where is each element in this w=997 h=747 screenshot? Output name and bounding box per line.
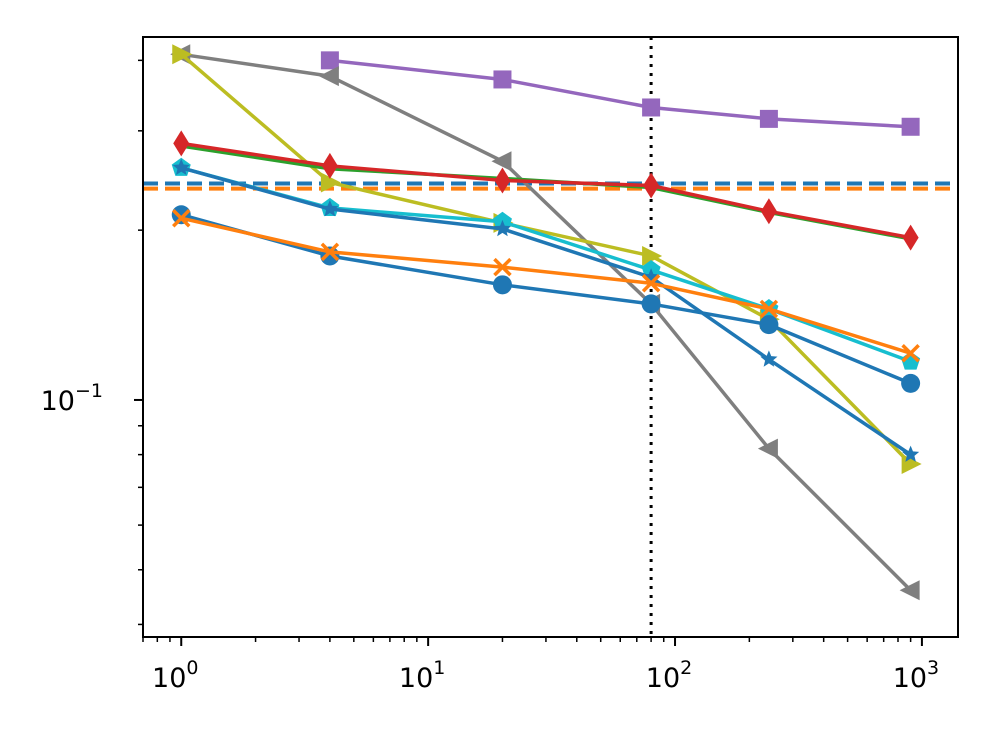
olive-right-triangle-line <box>180 52 912 466</box>
series-purple-square <box>320 51 920 136</box>
gray-left-triangle-point-5 <box>757 438 778 459</box>
red-diamond-point-1 <box>173 130 190 157</box>
x-tick-label-4: 103 <box>893 657 939 694</box>
purple-square-point-2 <box>493 70 512 89</box>
blue-circle-line <box>180 213 912 386</box>
blue-star-point-5 <box>760 350 778 367</box>
gray-left-triangle-line <box>180 52 912 592</box>
orange-x-point-1 <box>172 208 191 228</box>
x-tick-label-1: 100 <box>152 657 198 694</box>
purple-square-point-4 <box>759 109 778 128</box>
olive-right-triangle-point-4 <box>642 245 663 266</box>
red-diamond-point-2 <box>321 152 338 179</box>
red-diamond-point-5 <box>760 198 777 225</box>
x-tick-exponent-4: 3 <box>927 657 939 679</box>
red-diamond-line <box>180 141 911 240</box>
purple-square-point-1 <box>320 51 339 70</box>
plot-frame <box>142 36 959 638</box>
purple-square-point-5 <box>901 117 920 136</box>
purple-square-point-3 <box>642 98 661 117</box>
gray-left-triangle-point-3 <box>491 151 512 172</box>
orange-x-point-3 <box>493 257 512 277</box>
blue-star-point-2 <box>321 200 339 217</box>
blue-star-point-6 <box>902 445 920 462</box>
blue-star-point-3 <box>493 219 512 237</box>
series-olive-right-triangle <box>172 44 922 474</box>
olive-right-triangle-point-2 <box>320 172 341 193</box>
x-tick-exponent-1: 0 <box>186 657 198 679</box>
blue-circle-point-3 <box>492 275 512 295</box>
blue-circle-point-5 <box>759 315 779 335</box>
blue-star-point-1 <box>172 158 190 176</box>
orange-x-point-4 <box>641 274 661 293</box>
series-red-diamond <box>173 130 919 251</box>
red-diamond-point-6 <box>902 224 919 251</box>
orange-x-point-5 <box>759 299 779 319</box>
orange-x-line <box>180 216 912 355</box>
olive-right-triangle-point-1 <box>172 44 193 65</box>
blue-circle-point-6 <box>901 373 921 393</box>
purple-square-line <box>329 58 911 129</box>
x-tick-exponent-3: 2 <box>680 657 692 679</box>
gray-left-triangle-point-6 <box>899 580 920 601</box>
series-orange-x <box>172 208 920 363</box>
red-diamond-point-3 <box>494 167 511 194</box>
y-tick-label-1: 10−1 <box>41 380 103 417</box>
series-group <box>170 44 922 601</box>
red-diamond-point-4 <box>643 172 660 199</box>
x-tick-label-2: 101 <box>399 657 445 694</box>
blue-star-line <box>180 166 912 457</box>
x-tick-exponent-2: 1 <box>433 657 445 679</box>
y-tick-exponent-1: −1 <box>75 380 103 402</box>
x-tick-label-3: 102 <box>646 657 692 694</box>
orange-x-point-6 <box>901 344 920 363</box>
blue-circle-point-4 <box>641 294 661 314</box>
orange-x-point-2 <box>320 242 340 262</box>
series-blue-star <box>172 158 920 462</box>
gray-left-triangle-point-2 <box>318 66 339 87</box>
